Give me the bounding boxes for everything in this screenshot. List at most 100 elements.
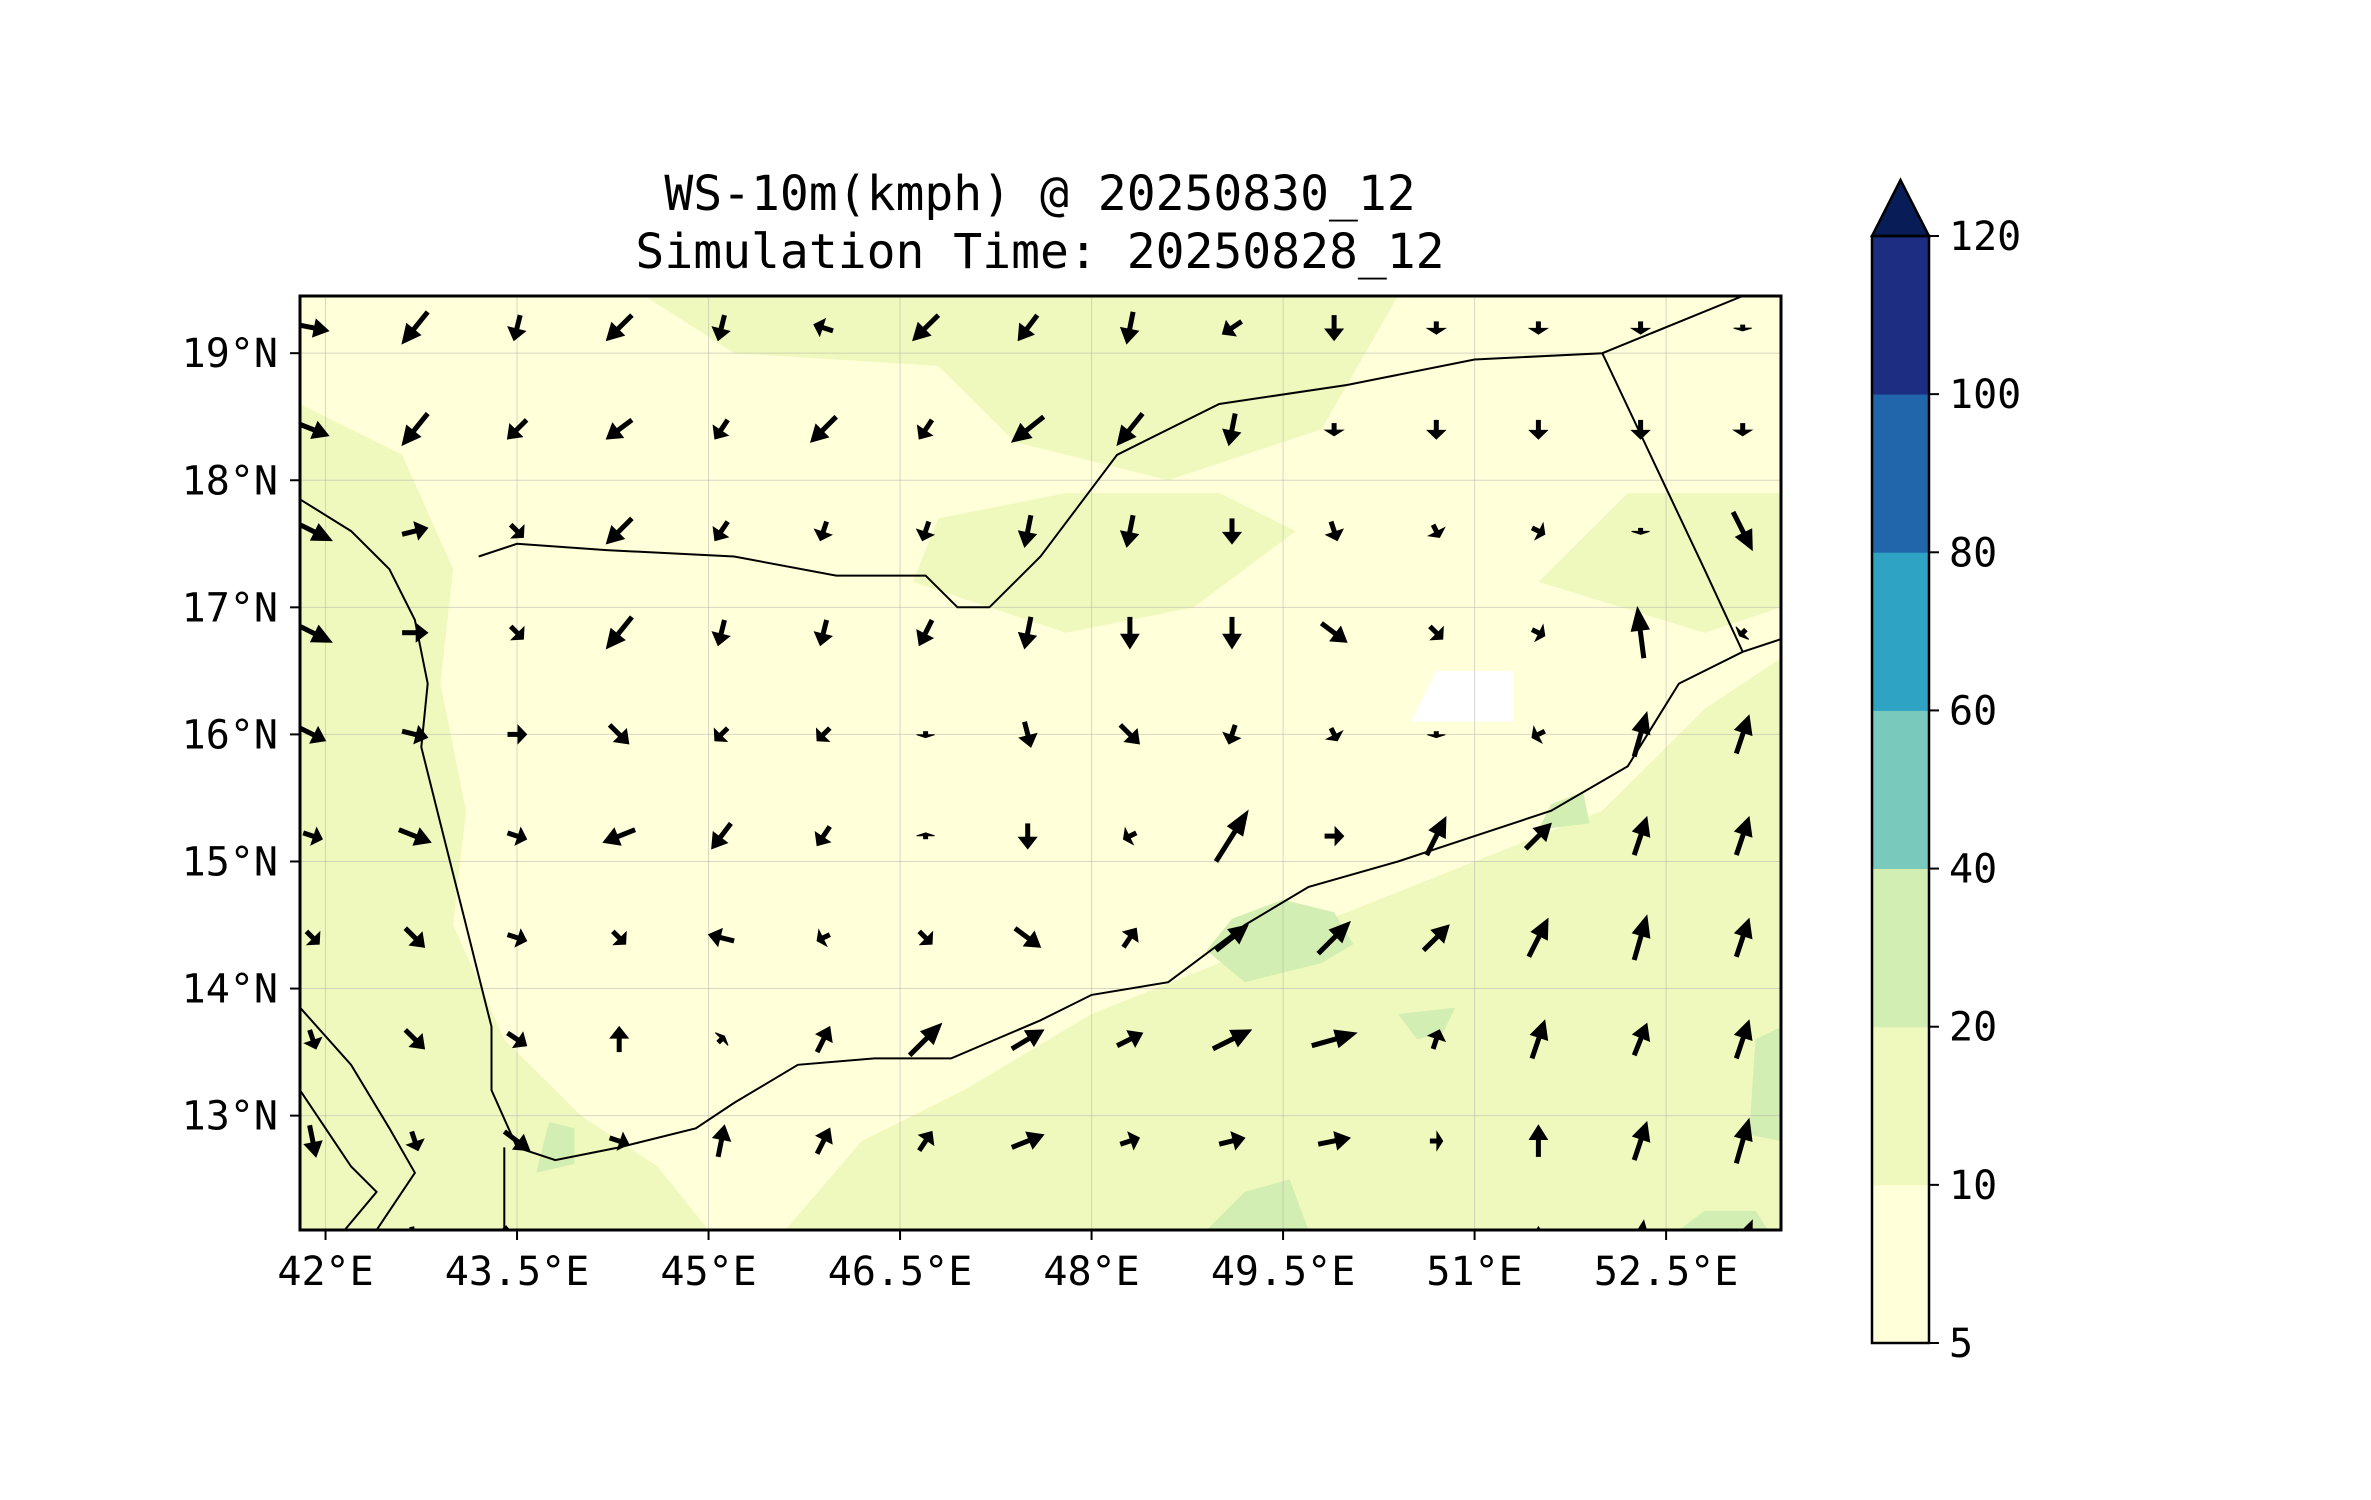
wind-vector [1015, 1234, 1041, 1250]
y-tick-label: 17°N [182, 585, 278, 631]
wind-vector [1122, 826, 1138, 846]
contour-region-8 [536, 1122, 575, 1173]
wind-vector [1426, 1029, 1447, 1050]
x-tick-label: 52.5°E [1594, 1249, 1739, 1295]
wind-vector [1631, 815, 1651, 856]
wind-vector [401, 521, 429, 541]
colorbar-segment [1872, 236, 1929, 395]
wind-vector [915, 520, 936, 542]
wind-vector [917, 929, 934, 946]
x-tick-label: 48°E [1043, 1249, 1139, 1295]
colorbar-tick-label: 80 [1949, 530, 1997, 576]
x-axis-ticks: 42°E 43.5°E 45°E 46.5°E 48°E 49.5°E 51°E 52.5°E [277, 1230, 1738, 1295]
wind-vector [809, 414, 838, 443]
wind-vector [401, 411, 430, 447]
wind-vector [903, 1335, 948, 1352]
wind-vector [713, 726, 730, 742]
wind-vector [402, 622, 429, 643]
wind-vector [808, 1335, 840, 1354]
wind-vector [302, 826, 323, 846]
x-tick-label: 46.5°E [828, 1249, 973, 1295]
wind-vector [1429, 1130, 1444, 1152]
colorbar: 5 10 20 40 60 80 100 120 [1869, 177, 2021, 1367]
y-tick-label: 16°N [182, 712, 278, 758]
wind-vector [1631, 1120, 1651, 1161]
wind-vector [712, 1335, 731, 1354]
wind-vector [609, 1025, 630, 1053]
wind-vector [1629, 321, 1652, 335]
yemen-saudi-border [478, 296, 1744, 609]
wind-vector [815, 726, 832, 742]
wind-vector [1116, 411, 1145, 447]
wind-vector [508, 1336, 527, 1353]
wind-vector [605, 417, 634, 440]
wind-vector [1733, 917, 1753, 958]
contour-region-13 [1410, 670, 1513, 722]
wind-vector [1425, 321, 1448, 335]
wind-vectors [300, 310, 1754, 1354]
x-tick-label: 49.5°E [1211, 1249, 1356, 1295]
colorbar-segment [1872, 552, 1929, 711]
wind-vector [999, 1334, 1057, 1352]
y-tick-label: 14°N [182, 967, 278, 1013]
wind-vector [1017, 616, 1038, 650]
wind-vector [1733, 1019, 1753, 1060]
wind-vector [300, 420, 330, 440]
wind-vector [1319, 621, 1348, 643]
wind-vector [1017, 823, 1038, 850]
wind-vector [1118, 723, 1140, 745]
colorbar-tick-label: 5 [1949, 1321, 1973, 1367]
wind-vector [1631, 1022, 1651, 1057]
wind-vector [813, 619, 833, 647]
wind-vector [508, 624, 525, 641]
wind-vector [300, 318, 330, 338]
wind-vector [1426, 419, 1447, 440]
wind-vector [1531, 725, 1546, 744]
wind-vector [1733, 815, 1753, 856]
wind-vector [603, 1235, 635, 1252]
wind-vector [1222, 616, 1242, 650]
wind-vector [916, 832, 935, 840]
wind-vector [506, 418, 529, 440]
colorbar-segment [1872, 1184, 1929, 1344]
colorbar-segment [1872, 394, 1929, 553]
wind-vector [508, 522, 525, 539]
wind-vector [1013, 926, 1042, 948]
colorbar-tick-label: 60 [1949, 688, 1997, 734]
contour-region-6 [1206, 899, 1354, 983]
wind-vector [1222, 413, 1242, 447]
wind-vector [1221, 319, 1243, 337]
colorbar-segment [1872, 1026, 1929, 1186]
colorbar-tick-label: 10 [1949, 1163, 1997, 1209]
wind-vector [1214, 924, 1249, 953]
x-tick-label: 51°E [1426, 1249, 1522, 1295]
wind-vector [1010, 1029, 1045, 1052]
colorbar-frame [1870, 234, 1931, 1345]
wind-vector [401, 310, 430, 345]
african-coast [300, 1006, 417, 1230]
wind-vector [1424, 815, 1447, 857]
wind-vector [397, 827, 432, 846]
wind-vector [507, 314, 527, 342]
wind-vector [1530, 521, 1546, 541]
wind-vector [1630, 605, 1650, 659]
wind-vector [403, 1028, 426, 1050]
wind-vector [605, 516, 634, 545]
wind-vector [1421, 924, 1450, 953]
colorbar-tick-label: 40 [1949, 847, 1997, 893]
wind-vector [1098, 1334, 1162, 1352]
wind-vector [409, 1226, 415, 1230]
wind-vector [917, 1130, 935, 1152]
wind-vector [502, 1129, 531, 1152]
x-tick-label: 45°E [660, 1249, 756, 1295]
african-border [300, 1089, 378, 1230]
colorbar-tick-label: 20 [1949, 1005, 1997, 1051]
wind-vector [1316, 920, 1351, 956]
y-tick-label: 15°N [182, 839, 278, 885]
wind-vector [916, 418, 935, 440]
wind-vector [1733, 324, 1752, 332]
wind-vector [1528, 419, 1549, 440]
wind-vector [1200, 1334, 1264, 1352]
wind-vector [814, 825, 832, 847]
wind-vector [1119, 1131, 1141, 1151]
